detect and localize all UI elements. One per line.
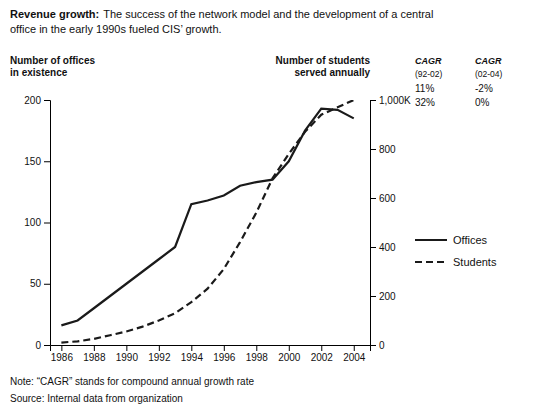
annotation: CAGR	[415, 56, 442, 66]
tick: 2002	[311, 345, 334, 363]
tick: 2000	[278, 345, 301, 363]
tick-label: 1986	[51, 352, 74, 363]
tick-label: 600	[379, 193, 396, 204]
tick-label: 150	[24, 156, 41, 167]
source: Source: Internal data from organization	[10, 393, 183, 404]
tick-label: 100	[24, 217, 41, 228]
y2-axis-title: served annually	[294, 67, 370, 78]
tick: 2004	[343, 345, 366, 363]
tick: 800	[370, 144, 396, 155]
tick-mark	[370, 100, 376, 101]
tick-mark	[126, 345, 127, 351]
tick: 100	[24, 217, 50, 228]
tick-label: 1,000K	[379, 95, 411, 106]
tick: 1996	[213, 345, 236, 363]
tick: 200	[370, 291, 396, 302]
tick-label: 0	[35, 340, 41, 351]
title-line: Revenue growth: The success of the networ…	[10, 8, 433, 20]
annotation: 0%	[475, 97, 490, 108]
legend-swatch	[415, 261, 447, 263]
x-axis: 1986 1988 1990 1992 1994 1996 1998 2000 2002 2004	[51, 345, 371, 363]
tick: 1986	[51, 345, 74, 363]
tick-label: 400	[379, 242, 396, 253]
legend-swatch	[415, 239, 447, 241]
y2-axis-title: Number of students	[276, 55, 371, 66]
line	[61, 100, 353, 343]
tick-mark	[44, 223, 50, 224]
tick-mark	[61, 345, 62, 351]
axis-line	[44, 101, 51, 346]
tick: 0	[370, 340, 385, 351]
tick: 0	[35, 340, 50, 351]
tick-mark	[44, 161, 50, 162]
tick-label: 200	[24, 95, 41, 106]
tick-label: 1988	[83, 352, 106, 363]
legend-label: Students	[453, 256, 497, 268]
axis-line	[371, 101, 377, 346]
tick-mark	[94, 345, 95, 351]
tick-label: 2002	[311, 352, 334, 363]
plot-area	[61, 100, 353, 343]
tick: 1992	[148, 345, 171, 363]
tick-mark	[44, 345, 50, 346]
annotation: (02-04)	[475, 69, 503, 79]
annotation: CAGR	[475, 56, 502, 66]
annotation: (92-02)	[415, 69, 443, 79]
tick-mark	[191, 345, 192, 351]
tick-mark	[370, 345, 376, 346]
title: Revenue growth:	[10, 8, 99, 20]
tick: 150	[24, 156, 50, 167]
tick-mark	[370, 149, 376, 150]
tick-label: 2004	[343, 352, 366, 363]
tick-label: 200	[379, 291, 396, 302]
annotation: -2%	[475, 83, 493, 94]
tick-label: 1994	[181, 352, 204, 363]
tick: 1998	[246, 345, 269, 363]
y-axis-title: Number of offices	[10, 55, 95, 66]
tick: 400	[370, 242, 396, 253]
annotation: 32%	[415, 97, 435, 108]
subtitle: office in the early 1990s fueled CIS’ gr…	[10, 23, 222, 35]
tick: 1994	[181, 345, 204, 363]
tick-mark	[256, 345, 257, 351]
tick-mark	[224, 345, 225, 351]
tick-label: 1992	[148, 352, 171, 363]
tick-mark	[354, 345, 355, 351]
tick: 50	[30, 278, 50, 289]
y2-axis: 0 200 400 600 800 1,000K	[370, 95, 411, 351]
legend-item: Offices	[415, 234, 488, 246]
tick: 200	[24, 95, 50, 106]
tick: 600	[370, 193, 396, 204]
tick: 1988	[83, 345, 106, 363]
tick-mark	[321, 345, 322, 351]
tick-mark	[370, 247, 376, 248]
tick-label: 800	[379, 144, 396, 155]
tick-mark	[370, 198, 376, 199]
line	[61, 109, 353, 326]
tick-label: 1990	[116, 352, 139, 363]
legend-item: Students	[415, 256, 497, 268]
tick: 1,000K	[370, 95, 411, 106]
chart: Revenue growth: The success of the networ…	[0, 0, 560, 416]
tick-mark	[159, 345, 160, 351]
axis-line	[51, 346, 371, 352]
y-axis: 0 50 100 150 200	[24, 95, 50, 351]
tick-label: 1996	[213, 352, 236, 363]
tick-mark	[44, 100, 50, 101]
note: Note: “CAGR” stands for compound annual …	[10, 376, 254, 387]
legend: Offices Students	[415, 234, 497, 268]
tick-label: 50	[30, 278, 42, 289]
tick-label: 2000	[278, 352, 301, 363]
tick: 1990	[116, 345, 139, 363]
subtitle: The success of the network model and the…	[103, 8, 433, 20]
tick-mark	[370, 296, 376, 297]
tick-mark	[289, 345, 290, 351]
tick-label: 0	[379, 340, 385, 351]
tick-mark	[44, 284, 50, 285]
tick-label: 1998	[246, 352, 269, 363]
legend-label: Offices	[453, 234, 488, 246]
y-axis-title: in existence	[10, 67, 68, 78]
annotation: 11%	[415, 83, 434, 94]
